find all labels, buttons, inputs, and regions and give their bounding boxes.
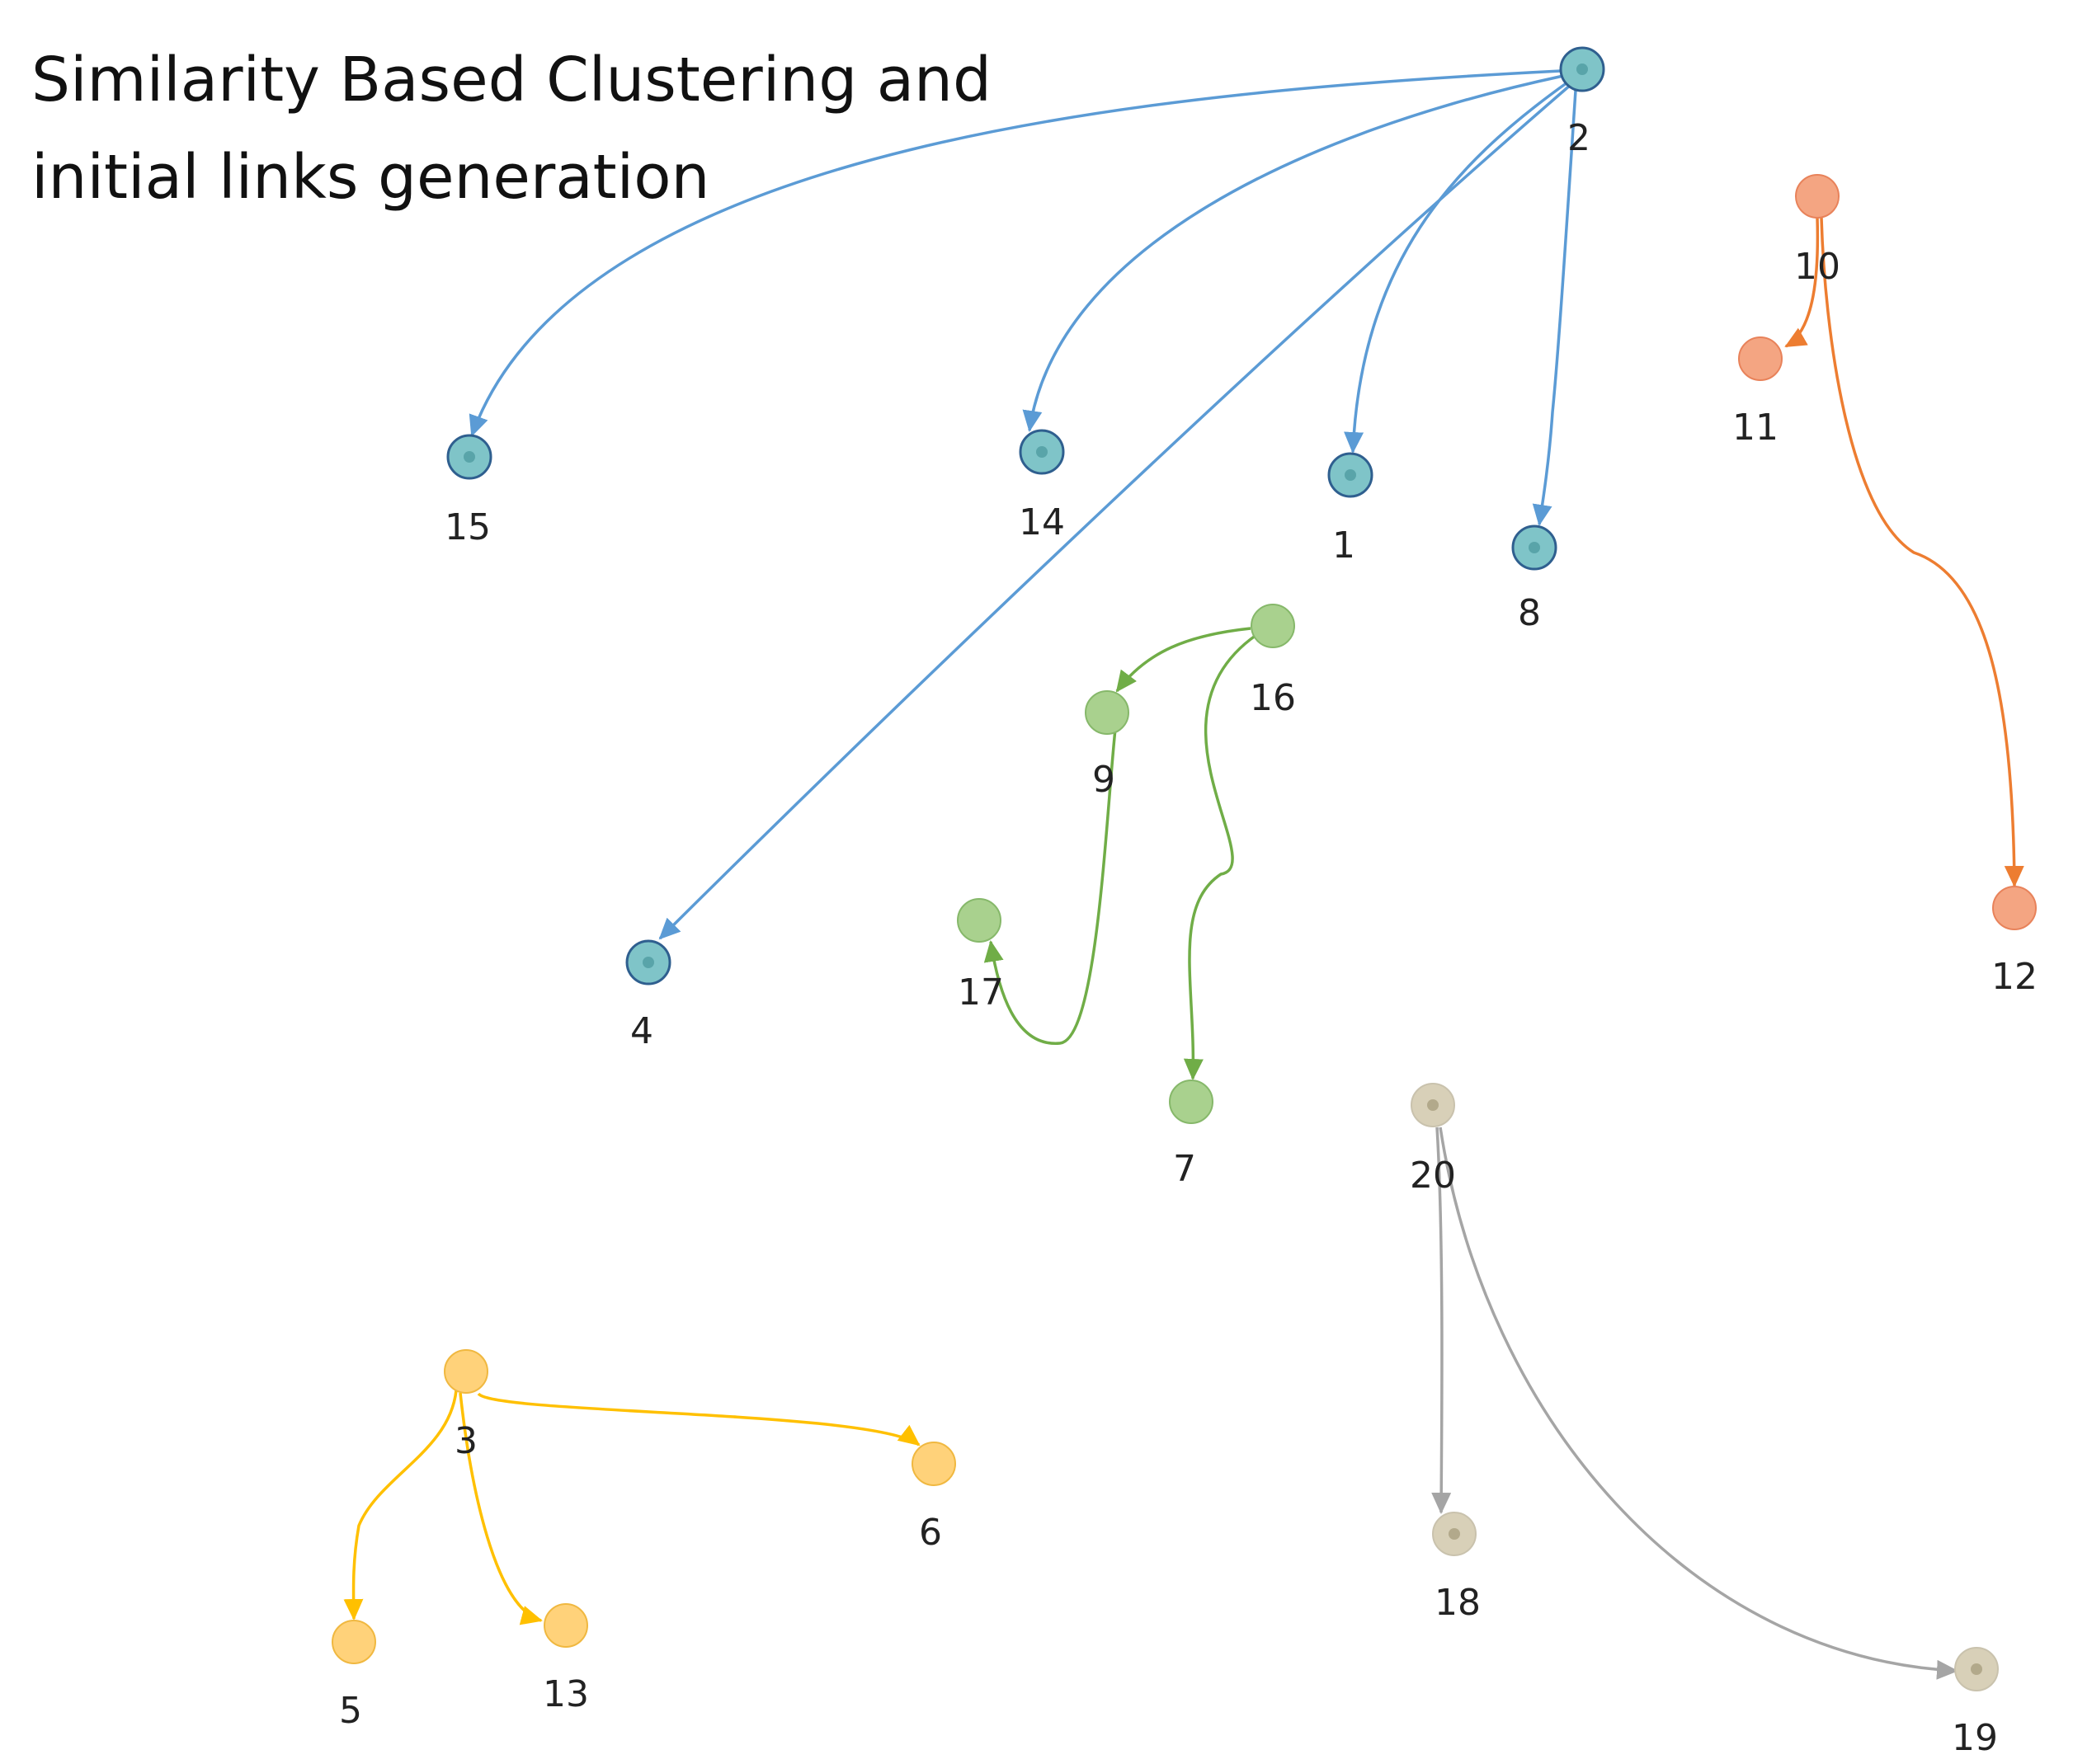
- node-13: 13: [543, 1603, 589, 1715]
- node-16: 16: [1250, 604, 1296, 719]
- node-center-dot-19: [1971, 1663, 1982, 1675]
- node-circle-16: [1251, 604, 1295, 648]
- edge-2-8: [1532, 90, 1577, 526]
- edge-16-7: [1183, 633, 1258, 1080]
- node-center-dot-8: [1529, 542, 1540, 553]
- node-label-1: 1: [1332, 524, 1355, 567]
- node-label-8: 8: [1518, 592, 1541, 634]
- edge-2-14: [1022, 74, 1564, 432]
- node-4: 4: [625, 939, 671, 1052]
- node-label-20: 20: [1410, 1155, 1456, 1197]
- node-label-3: 3: [455, 1420, 478, 1462]
- node-12: 12: [1991, 886, 2038, 998]
- edge-10-12: [1820, 217, 2024, 887]
- edge-3-6: [477, 1392, 921, 1446]
- node-center-dot-15: [464, 451, 475, 463]
- edge-16-9: [1115, 627, 1251, 693]
- node-2: 2: [1559, 46, 1605, 159]
- node-10: 10: [1794, 174, 1840, 288]
- node-11: 11: [1732, 336, 1783, 449]
- node-label-2: 2: [1567, 117, 1590, 159]
- node-label-14: 14: [1019, 501, 1065, 543]
- edge-2-15: [469, 69, 1562, 437]
- node-label-17: 17: [958, 971, 1004, 1014]
- node-label-11: 11: [1732, 407, 1779, 449]
- node-3: 3: [444, 1349, 488, 1462]
- node-label-7: 7: [1173, 1148, 1196, 1190]
- node-circle-11: [1738, 336, 1783, 381]
- node-label-16: 16: [1250, 677, 1296, 719]
- node-label-12: 12: [1991, 956, 2038, 998]
- node-circle-6: [912, 1442, 956, 1486]
- edge-20-19: [1439, 1127, 1958, 1680]
- node-circle-5: [332, 1620, 376, 1664]
- node-label-5: 5: [339, 1690, 362, 1732]
- node-label-15: 15: [445, 506, 491, 548]
- node-label-18: 18: [1435, 1582, 1481, 1624]
- node-center-dot-18: [1449, 1528, 1460, 1540]
- node-label-4: 4: [630, 1010, 653, 1052]
- diagram-title-line-1: Similarity Based Clustering and: [31, 45, 992, 115]
- edge-3-13: [459, 1392, 543, 1625]
- node-label-10: 10: [1794, 246, 1840, 288]
- edge-3-5: [343, 1390, 458, 1621]
- node-17: 17: [957, 898, 1004, 1014]
- node-label-9: 9: [1092, 759, 1115, 801]
- node-circle-10: [1795, 174, 1840, 219]
- node-1: 1: [1327, 452, 1373, 567]
- edge-2-1: [1344, 81, 1569, 454]
- node-15: 15: [445, 434, 492, 548]
- node-label-13: 13: [543, 1673, 589, 1715]
- node-5: 5: [332, 1620, 376, 1732]
- edge-20-18: [1431, 1127, 1452, 1514]
- node-8: 8: [1511, 524, 1557, 634]
- node-6: 6: [912, 1442, 956, 1554]
- node-circle-9: [1085, 690, 1129, 735]
- node-7: 7: [1169, 1080, 1213, 1190]
- node-label-6: 6: [919, 1512, 942, 1554]
- node-circle-7: [1169, 1080, 1213, 1124]
- node-9: 9: [1085, 690, 1129, 801]
- node-20: 20: [1410, 1083, 1456, 1197]
- edge-10-11: [1784, 217, 1820, 348]
- edge-9-17: [983, 728, 1117, 1045]
- node-18: 18: [1432, 1512, 1481, 1624]
- node-circle-13: [544, 1603, 588, 1648]
- node-circle-3: [444, 1349, 488, 1394]
- node-center-dot-4: [643, 957, 654, 968]
- node-circle-17: [957, 898, 1001, 943]
- node-center-dot-14: [1036, 446, 1048, 458]
- node-center-dot-2: [1576, 64, 1588, 75]
- node-label-19: 19: [1952, 1717, 1998, 1759]
- node-center-dot-1: [1345, 469, 1356, 481]
- edge-2-4: [658, 82, 1573, 940]
- node-center-dot-20: [1427, 1099, 1439, 1111]
- node-19: 19: [1952, 1647, 1999, 1759]
- node-14: 14: [1019, 429, 1065, 543]
- edges-layer: [343, 69, 2024, 1680]
- diagram-title-line-2: initial links generation: [31, 142, 709, 213]
- node-circle-12: [1992, 886, 2037, 930]
